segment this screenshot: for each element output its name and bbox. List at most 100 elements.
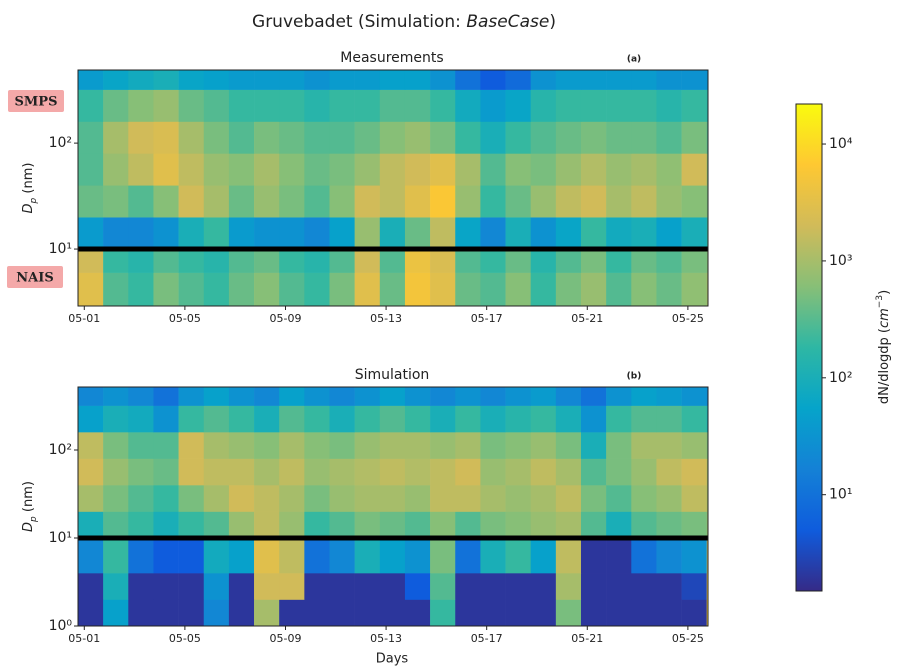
heatmap-cell bbox=[656, 217, 682, 250]
heatmap-cell bbox=[505, 272, 531, 307]
heatmap-cell bbox=[379, 387, 406, 406]
heatmap-cell bbox=[379, 458, 406, 486]
heatmap-cell bbox=[178, 599, 205, 627]
heatmap-cell bbox=[455, 599, 481, 627]
x-tick-label: 05-13 bbox=[370, 312, 402, 325]
heatmap-cell bbox=[354, 70, 381, 90]
heatmap-cell bbox=[279, 121, 305, 154]
heatmap-cell bbox=[681, 432, 708, 459]
heatmap-cell bbox=[153, 405, 179, 433]
heatmap-cell bbox=[203, 485, 230, 512]
heatmap-cell bbox=[153, 573, 179, 600]
heatmap-cell bbox=[606, 538, 632, 574]
heatmap-cell bbox=[78, 217, 104, 250]
heatmap-cell bbox=[153, 185, 179, 218]
heatmap-cell bbox=[228, 272, 255, 307]
heatmap-cell bbox=[103, 272, 129, 307]
heatmap-cell bbox=[681, 485, 708, 512]
x-tick-label: 05-09 bbox=[270, 632, 302, 645]
heatmap-cell bbox=[580, 249, 607, 273]
y-tick-label: 10¹ bbox=[49, 241, 72, 257]
title-part: BaseCase bbox=[466, 12, 549, 32]
annotation: SMPS bbox=[15, 95, 58, 110]
heatmap-cell bbox=[304, 272, 330, 307]
heatmap-cell bbox=[153, 458, 179, 486]
heatmap-cell bbox=[103, 70, 129, 90]
heatmap-cell bbox=[304, 573, 330, 600]
heatmap-cell bbox=[656, 432, 682, 459]
heatmap-cell bbox=[555, 153, 582, 186]
heatmap-cell bbox=[228, 599, 255, 627]
heatmap-cell bbox=[631, 458, 657, 486]
heatmap-cell bbox=[178, 121, 205, 154]
heatmap-cell bbox=[228, 458, 255, 486]
heatmap-cell bbox=[103, 185, 129, 218]
heatmap-cell bbox=[505, 153, 531, 186]
heatmap-cell bbox=[354, 405, 381, 433]
heatmap-cell bbox=[455, 538, 481, 574]
heatmap-cell bbox=[404, 573, 431, 600]
label-part: D bbox=[21, 203, 36, 213]
heatmap-cell bbox=[203, 511, 230, 539]
colorbar bbox=[795, 103, 823, 592]
heatmap-cell bbox=[128, 538, 154, 574]
heatmap-cell bbox=[606, 89, 632, 122]
x-tick-label: 05-21 bbox=[571, 312, 603, 325]
heatmap-cell bbox=[580, 573, 607, 600]
heatmap-cell bbox=[178, 387, 205, 406]
heatmap-cell bbox=[254, 89, 280, 122]
heatmap-cell bbox=[128, 511, 154, 539]
annotation-box bbox=[8, 90, 64, 112]
heatmap-cell bbox=[178, 217, 205, 250]
heatmap-cell bbox=[228, 121, 255, 154]
heatmap-cell bbox=[530, 249, 557, 273]
heatmap-cell bbox=[329, 387, 355, 406]
heatmap-cell bbox=[455, 511, 481, 539]
heatmap-cell bbox=[354, 272, 381, 307]
heatmap-cell bbox=[103, 538, 129, 574]
heatmap-cell bbox=[153, 89, 179, 122]
heatmap-cell bbox=[279, 249, 305, 273]
heatmap-cell bbox=[580, 121, 607, 154]
heatmap-cell bbox=[178, 511, 205, 539]
heatmap-cell bbox=[480, 153, 506, 186]
heatmap-cell bbox=[656, 599, 682, 627]
heatmap-cell bbox=[555, 573, 582, 600]
heatmap-cell bbox=[153, 387, 179, 406]
heatmap-cell bbox=[430, 272, 456, 307]
heatmap-cell bbox=[455, 432, 481, 459]
heatmap-cell bbox=[103, 458, 129, 486]
heatmap-cell bbox=[404, 458, 431, 486]
heatmap-cell bbox=[78, 485, 104, 512]
heatmap-cell bbox=[530, 121, 557, 154]
heatmap-cell bbox=[631, 70, 657, 90]
heatmap-cell bbox=[304, 70, 330, 90]
heatmap-cell bbox=[128, 573, 154, 600]
heatmap-cell bbox=[228, 249, 255, 273]
heatmap-cell bbox=[329, 121, 355, 154]
heatmap-cell bbox=[379, 249, 406, 273]
heatmap-cell bbox=[681, 458, 708, 486]
heatmap-cell bbox=[103, 511, 129, 539]
heatmap-cell bbox=[404, 599, 431, 627]
heatmap-cell bbox=[631, 432, 657, 459]
colorbar-tick-label: 10³ bbox=[829, 253, 852, 269]
heatmap-cell bbox=[480, 458, 506, 486]
heatmap-cell bbox=[505, 432, 531, 459]
heatmap-cell bbox=[656, 387, 682, 406]
heatmap-cell bbox=[279, 405, 305, 433]
heatmap-cell bbox=[404, 538, 431, 574]
heatmap-cell bbox=[480, 573, 506, 600]
heatmap-cell bbox=[78, 249, 104, 273]
heatmap-cell bbox=[656, 405, 682, 433]
x-tick-label: 05-25 bbox=[672, 312, 704, 325]
heatmap-cell bbox=[153, 599, 179, 627]
heatmap-cell bbox=[379, 89, 406, 122]
heatmap-cell bbox=[656, 89, 682, 122]
heatmap-cell bbox=[228, 89, 255, 122]
heatmap-cell bbox=[178, 249, 205, 273]
heatmap-cell bbox=[505, 573, 531, 600]
heatmap-cell bbox=[178, 458, 205, 486]
heatmap-cell bbox=[555, 485, 582, 512]
heatmap-cell bbox=[379, 599, 406, 627]
